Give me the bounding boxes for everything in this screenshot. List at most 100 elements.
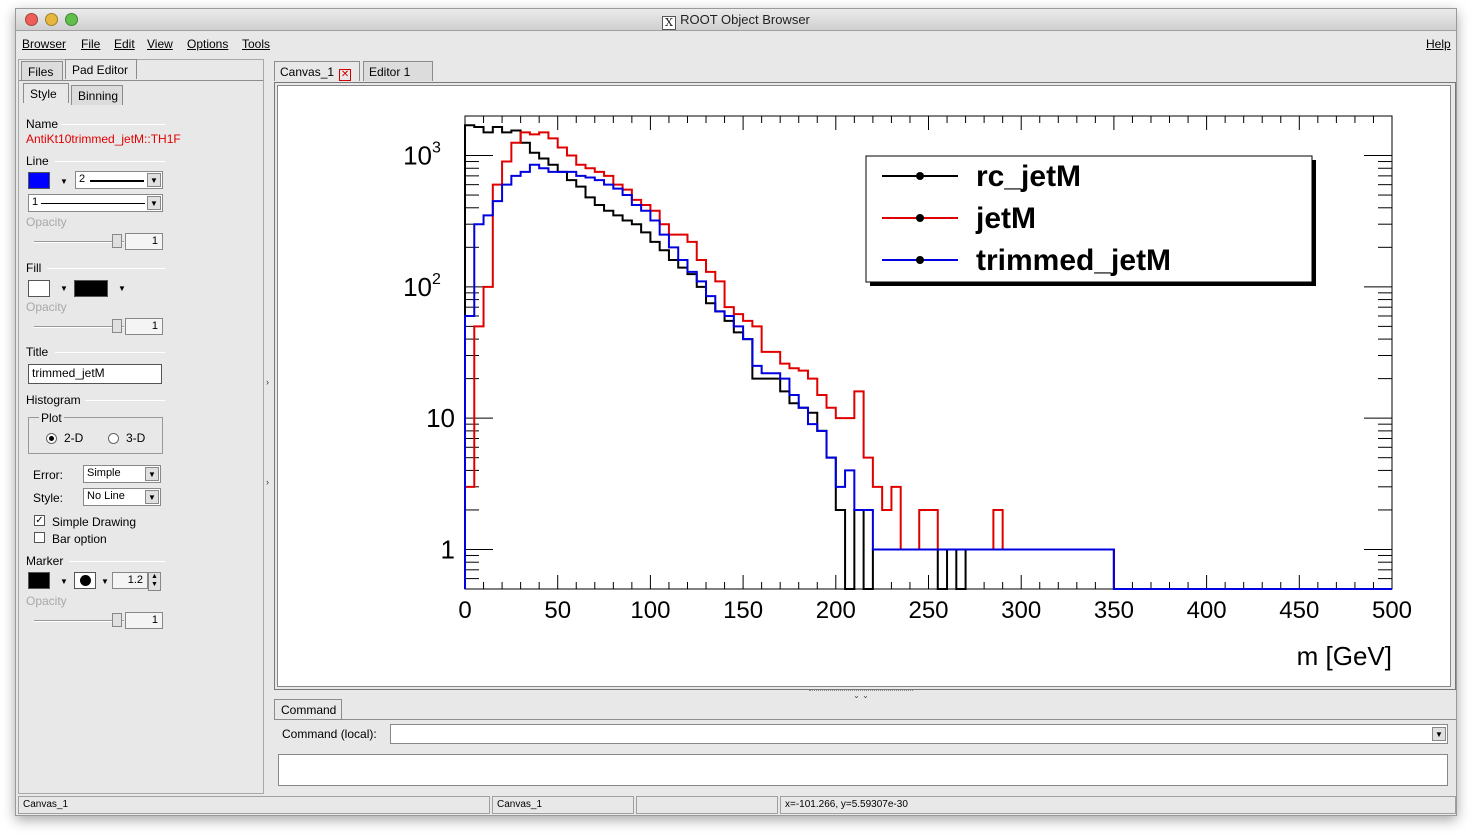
command-input[interactable]: ▼: [390, 724, 1448, 744]
tab-files[interactable]: Files: [21, 61, 63, 81]
marker-color-swatch[interactable]: [28, 572, 50, 589]
tab-canvas-1[interactable]: Canvas_1 ✕: [274, 61, 360, 81]
title-label: Title: [26, 345, 49, 359]
y-tick-label: 10: [403, 141, 432, 171]
command-dropdown-icon[interactable]: ▼: [1432, 727, 1446, 741]
splitter-arrow-icon: ›: [266, 377, 269, 387]
minimize-window-button[interactable]: [45, 13, 58, 26]
y-tick-exponent: 3: [432, 140, 441, 157]
fill-opacity-slider[interactable]: [34, 326, 124, 328]
draw-style-select[interactable]: No Line ▼: [83, 488, 161, 506]
legend-marker: [916, 214, 924, 222]
legend-label: trimmed_jetM: [976, 244, 1171, 277]
fill-opacity-value[interactable]: 1: [125, 318, 163, 335]
line-color-dropdown-icon[interactable]: ▼: [60, 177, 68, 186]
object-name: AntiKt10trimmed_jetM::TH1F: [26, 132, 181, 146]
command-label: Command (local):: [282, 727, 377, 741]
tab-divider: [274, 719, 1456, 720]
line-opacity-slider[interactable]: [34, 241, 124, 243]
menu-tools[interactable]: Tools: [242, 37, 271, 51]
splitter-arrow-icon: ›: [266, 477, 269, 487]
marker-size-stepper[interactable]: ▲ ▼: [148, 572, 161, 591]
plot-2d-label: 2-D: [64, 431, 84, 445]
marker-style-swatch[interactable]: [74, 572, 96, 589]
marker-style-dropdown-icon[interactable]: ▼: [101, 577, 109, 586]
marker-opacity-slider[interactable]: [34, 620, 124, 622]
x-tick-label: 400: [1187, 597, 1227, 624]
zoom-window-button[interactable]: [65, 13, 78, 26]
bar-option-label: Bar option: [52, 532, 107, 546]
marker-opacity-value[interactable]: 1: [125, 612, 163, 629]
command-output[interactable]: [278, 754, 1448, 786]
line-label: Line: [26, 154, 49, 168]
line-opacity-slider-handle[interactable]: [112, 234, 122, 248]
divider: [55, 352, 165, 353]
fill-color-dropdown-icon[interactable]: ▼: [60, 284, 68, 293]
fill-pattern-dropdown-icon[interactable]: ▼: [118, 284, 126, 293]
fill-label: Fill: [26, 261, 42, 275]
marker-size-input[interactable]: 1.2: [112, 572, 148, 589]
status-cell: [636, 796, 778, 814]
line-color-swatch[interactable]: [28, 172, 50, 189]
plot-3d-label: 3-D: [126, 431, 146, 445]
menu-view[interactable]: View: [147, 37, 173, 51]
histogram-label: Histogram: [26, 393, 81, 407]
tab-binning[interactable]: Binning: [71, 85, 123, 105]
horizontal-splitter[interactable]: ⌄ ⌄: [809, 690, 913, 700]
tab-editor-1[interactable]: Editor 1✕: [363, 61, 433, 95]
root-object-browser-window: X ROOT Object Browser Browser File Edit V…: [15, 8, 1457, 816]
main-area: Canvas_1✕ Editor 1✕ 05010015020025030035…: [274, 59, 1456, 794]
marker-dot-icon: [80, 575, 91, 586]
line-opacity-value[interactable]: 1: [125, 233, 163, 250]
plot-3d-radio[interactable]: [108, 433, 119, 444]
legend-label: jetM: [975, 202, 1036, 235]
menu-bar: Browser File Edit View Options Tools Hel…: [16, 32, 1456, 54]
line-opacity-label: Opacity: [26, 215, 67, 229]
x-tick-label: 350: [1094, 597, 1134, 624]
plot-groupbox: [28, 417, 163, 454]
y-tick-exponent: 2: [432, 271, 441, 288]
name-label: Name: [26, 117, 59, 131]
simple-drawing-checkbox[interactable]: ✓: [34, 515, 45, 526]
canvas[interactable]: 0 50 100 150 200 250 300 350 400 450 500 1 10 10 2 10 3 m…: [277, 85, 1451, 687]
line-width-select[interactable]: 2 ▼: [75, 171, 163, 189]
histogram-title-input[interactable]: trimmed_jetM: [28, 364, 162, 384]
menu-browser[interactable]: Browser: [22, 37, 67, 51]
fill-pattern-swatch[interactable]: [74, 280, 108, 297]
menu-options[interactable]: Options: [187, 37, 229, 51]
plot-2d-radio[interactable]: [46, 433, 57, 444]
line-style-select[interactable]: 1 ▼: [28, 194, 163, 212]
tab-pad-editor[interactable]: Pad Editor: [65, 59, 137, 79]
bar-option-checkbox[interactable]: [34, 532, 45, 543]
error-label: Error:: [33, 468, 63, 482]
simple-drawing-label: Simple Drawing: [52, 515, 137, 529]
vertical-splitter[interactable]: › ›: [266, 59, 272, 794]
divider: [55, 161, 165, 162]
close-window-button[interactable]: [25, 13, 38, 26]
menu-edit[interactable]: Edit: [114, 37, 135, 51]
marker-opacity-slider-handle[interactable]: [112, 613, 122, 627]
command-area: Command Command (local): ▼: [274, 699, 1456, 794]
x-tick-label: 300: [1001, 597, 1041, 624]
error-select[interactable]: Simple ▼: [83, 465, 161, 483]
divider: [61, 124, 165, 125]
status-cell: Canvas_1: [18, 796, 490, 814]
x-tick-label: 200: [816, 597, 856, 624]
marker-color-dropdown-icon[interactable]: ▼: [60, 577, 68, 586]
close-tab-icon[interactable]: ✕: [339, 69, 352, 81]
fill-opacity-slider-handle[interactable]: [112, 319, 122, 333]
window-title: X ROOT Object Browser: [16, 12, 1456, 30]
menu-help[interactable]: Help: [1426, 37, 1451, 51]
fill-color-swatch[interactable]: [28, 280, 50, 297]
x-tick-label: 100: [630, 597, 670, 624]
tab-style[interactable]: Style: [23, 83, 69, 103]
style-label: Style:: [33, 491, 64, 505]
tab-command[interactable]: Command: [274, 699, 342, 719]
legend-label: rc_jetM: [976, 160, 1081, 193]
tab-divider: [19, 80, 263, 81]
x-tick-label: 150: [723, 597, 763, 624]
pad-editor-panel: Files Pad Editor Style Binning Name Anti…: [18, 59, 264, 794]
menu-file[interactable]: File: [81, 37, 101, 51]
divider: [69, 561, 165, 562]
